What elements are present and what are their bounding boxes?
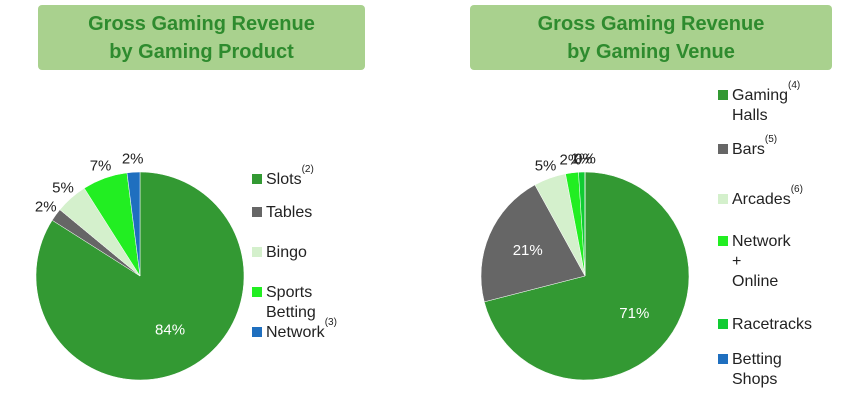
pie-slice xyxy=(126,171,141,277)
legend-footnote: (6) xyxy=(790,184,803,195)
legend-footnote: (4) xyxy=(788,80,801,91)
legend-label: Slots xyxy=(266,171,302,188)
legend-item: Bars (5) xyxy=(718,134,777,160)
pie-slice xyxy=(480,184,586,303)
legend-label: Network + Online xyxy=(732,233,791,290)
legend-item: Arcades (6) xyxy=(718,184,803,210)
data-label: 5% xyxy=(52,180,74,197)
legend-footnote: (5) xyxy=(764,134,778,145)
legend-swatch xyxy=(252,247,262,257)
legend-item: Bingo xyxy=(252,243,307,263)
data-label: 2% xyxy=(560,151,582,168)
legend-swatch xyxy=(252,327,262,337)
chart-title: Gross Gaming Revenue by Gaming Venue xyxy=(470,5,832,70)
legend-swatch xyxy=(718,354,728,364)
data-label: 2% xyxy=(35,199,57,216)
legend-item: Betting Shops xyxy=(718,350,782,390)
legend-swatch xyxy=(718,236,728,246)
data-label: 0% xyxy=(574,150,596,167)
legend-item: Network (3) xyxy=(252,317,337,343)
legend-label: Sports Betting xyxy=(266,284,316,321)
legend-label: Bars xyxy=(732,141,765,158)
data-label: 21% xyxy=(513,242,543,259)
legend-swatch xyxy=(718,144,728,154)
legend-item: Network + Online xyxy=(718,232,791,292)
legend-item: Racetracks xyxy=(718,315,812,335)
legend-label: Bingo xyxy=(266,244,307,261)
legend-item: Gaming Halls (4) xyxy=(718,80,800,126)
data-label: 71% xyxy=(619,305,649,322)
legend-swatch xyxy=(252,174,262,184)
data-label: 7% xyxy=(90,157,112,174)
legend-item: Slots (2) xyxy=(252,164,314,190)
legend-swatch xyxy=(718,90,728,100)
pie-slice xyxy=(483,171,690,381)
pie-slice xyxy=(35,171,245,381)
legend-footnote: (3) xyxy=(324,317,337,328)
legend-swatch xyxy=(252,287,262,297)
legend-label: Betting Shops xyxy=(732,351,782,388)
legend-swatch xyxy=(252,207,262,217)
legend-label: Arcades xyxy=(732,191,791,208)
legend-label: Racetracks xyxy=(732,316,813,333)
legend-swatch xyxy=(718,319,728,329)
data-label: 1% xyxy=(570,151,592,168)
legend-item: Sports Betting xyxy=(252,283,316,323)
legend-item: Tables xyxy=(252,203,312,223)
legend-footnote: (2) xyxy=(301,164,314,175)
legend-label: Network xyxy=(266,324,325,341)
legend-label: Tables xyxy=(266,204,313,221)
data-label: 84% xyxy=(155,322,185,339)
legend-label: Gaming Halls xyxy=(732,87,789,124)
legend-swatch xyxy=(718,194,728,204)
chart-title: Gross Gaming Revenue by Gaming Product xyxy=(38,5,365,70)
data-label: 5% xyxy=(535,157,557,174)
data-label: 2% xyxy=(122,151,144,168)
